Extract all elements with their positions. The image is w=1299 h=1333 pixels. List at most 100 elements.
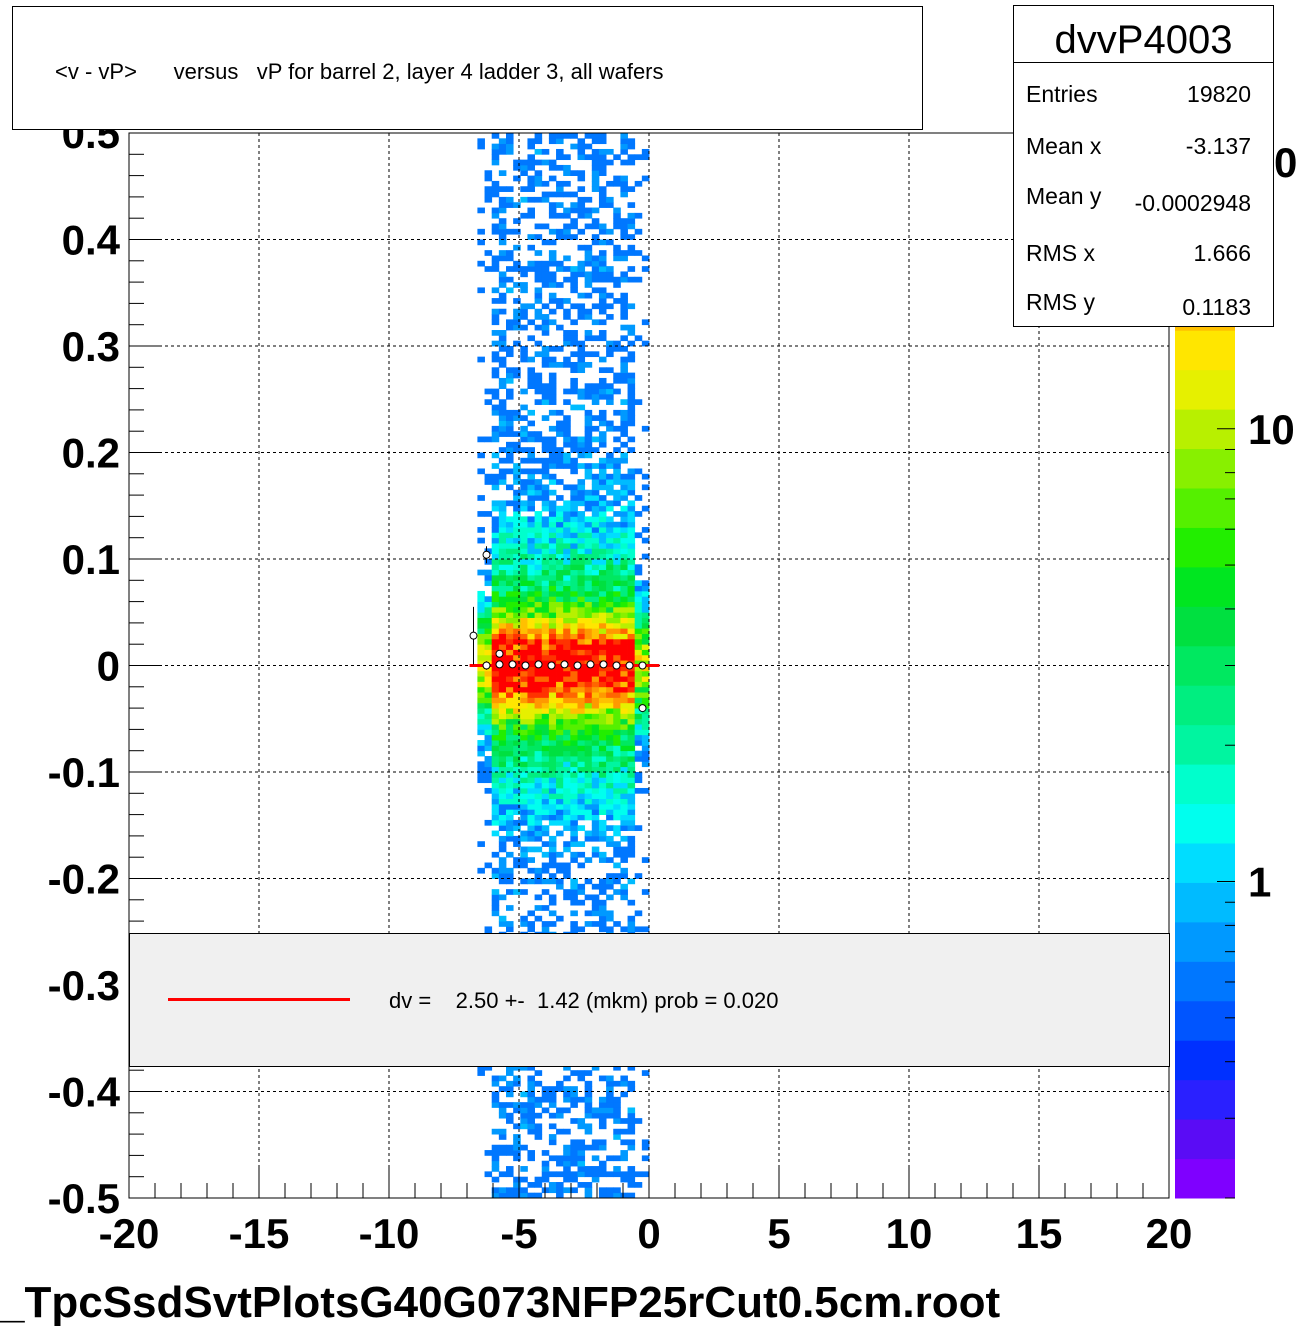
heatmap-cell: [556, 212, 564, 219]
heatmap-cell: [541, 841, 550, 847]
heatmap-cell: [548, 585, 557, 592]
heatmap-cell: [577, 447, 586, 453]
heatmap-cell: [606, 713, 614, 720]
heatmap-cell: [520, 814, 528, 821]
heatmap-cell: [627, 505, 636, 512]
heatmap-cell: [541, 681, 550, 688]
heatmap-cell: [606, 606, 614, 613]
heatmap-cell: [634, 580, 643, 587]
heatmap-cell: [541, 383, 550, 389]
heatmap-cell: [534, 559, 543, 565]
heatmap-cell: [541, 622, 550, 629]
heatmap-cell: [606, 750, 614, 757]
heatmap-cell: [613, 1102, 621, 1108]
heatmap-cell: [620, 399, 628, 405]
heatmap-cell: [484, 175, 493, 182]
heatmap-cell: [556, 543, 564, 549]
heatmap-cell: [641, 740, 650, 746]
heatmap-cell: [606, 590, 614, 597]
heatmap-cell: [606, 580, 614, 587]
heatmap-cell: [491, 750, 500, 757]
heatmap-cell: [598, 809, 607, 815]
heatmap-cell: [563, 574, 571, 581]
heatmap-cell: [556, 580, 564, 587]
heatmap-cell: [620, 777, 628, 784]
heatmap-cell: [606, 612, 614, 618]
heatmap-cell: [506, 686, 514, 693]
heatmap-cell: [527, 612, 535, 618]
heatmap-cell: [506, 574, 514, 581]
heatmap-cell: [584, 787, 593, 794]
heatmap-cell: [584, 740, 593, 746]
heatmap-cell: [548, 393, 557, 400]
heatmap-cell: [506, 377, 514, 384]
heatmap-cell: [634, 276, 643, 283]
heatmap-cell: [598, 1112, 607, 1119]
y-tick-label: 0.2: [62, 430, 120, 477]
heatmap-cell: [634, 718, 643, 725]
heatmap-cell: [527, 740, 535, 746]
heatmap-cell: [634, 154, 643, 161]
heatmap-cell: [534, 1128, 543, 1135]
heatmap-cell: [606, 761, 614, 768]
palette-band: [1175, 369, 1235, 410]
heatmap-cell: [627, 1123, 636, 1130]
heatmap-cell: [577, 798, 586, 805]
heatmap-cell: [641, 676, 650, 682]
heatmap-cell: [520, 830, 528, 837]
heatmap-cell: [527, 468, 535, 475]
heatmap-cell: [606, 745, 614, 752]
heatmap-cell: [577, 175, 586, 182]
heatmap-cell: [527, 1064, 535, 1071]
heatmap-cell: [491, 314, 500, 320]
heatmap-cell: [498, 676, 507, 682]
heatmap-cell: [627, 447, 636, 453]
heatmap-cell: [598, 718, 607, 725]
heatmap-cell: [598, 239, 607, 246]
heatmap-cell: [563, 1064, 571, 1071]
heatmap-cell: [498, 612, 507, 618]
heatmap-cell: [513, 628, 521, 634]
heatmap-cell: [584, 745, 593, 752]
heatmap-cell: [627, 686, 636, 693]
heatmap-cell: [534, 1182, 543, 1188]
heatmap-cell: [498, 473, 507, 480]
heatmap-cell: [484, 186, 493, 192]
heatmap-cell: [498, 921, 507, 927]
heatmap-cell: [563, 1107, 571, 1114]
heatmap-cell: [527, 574, 535, 581]
heatmap-cell: [634, 692, 643, 698]
heatmap-cell: [620, 521, 628, 528]
heatmap-cell: [570, 548, 578, 555]
heatmap-cell: [563, 692, 571, 698]
heatmap-cell: [563, 1176, 571, 1183]
heatmap-cell: [527, 756, 535, 762]
heatmap-cell: [506, 548, 514, 555]
heatmap-cell: [627, 202, 636, 208]
heatmap-cell: [484, 692, 493, 698]
heatmap-cell: [548, 772, 557, 778]
heatmap-cell: [584, 910, 593, 917]
heatmap-cell: [577, 553, 586, 560]
heatmap-cell: [570, 1096, 578, 1103]
heatmap-cell: [563, 1091, 571, 1098]
heatmap-cell: [556, 585, 564, 592]
heatmap-cell: [563, 191, 571, 198]
heatmap-cell: [556, 564, 564, 571]
heatmap-cell: [634, 612, 643, 618]
heatmap-cell: [577, 670, 586, 677]
heatmap-cell: [563, 713, 571, 720]
heatmap-cell: [548, 638, 557, 645]
heatmap-cell: [548, 479, 557, 485]
heatmap-cell: [520, 1192, 528, 1199]
heatmap-cell: [591, 644, 600, 650]
heatmap-cell: [491, 756, 500, 762]
heatmap-cell: [591, 787, 600, 794]
heatmap-cell: [591, 772, 600, 778]
heatmap-cell: [620, 489, 628, 496]
heatmap-cell: [548, 841, 557, 847]
heatmap-cell: [570, 1118, 578, 1124]
heatmap-cell: [491, 708, 500, 714]
heatmap-cell: [520, 303, 528, 310]
heatmap-cell: [520, 479, 528, 485]
